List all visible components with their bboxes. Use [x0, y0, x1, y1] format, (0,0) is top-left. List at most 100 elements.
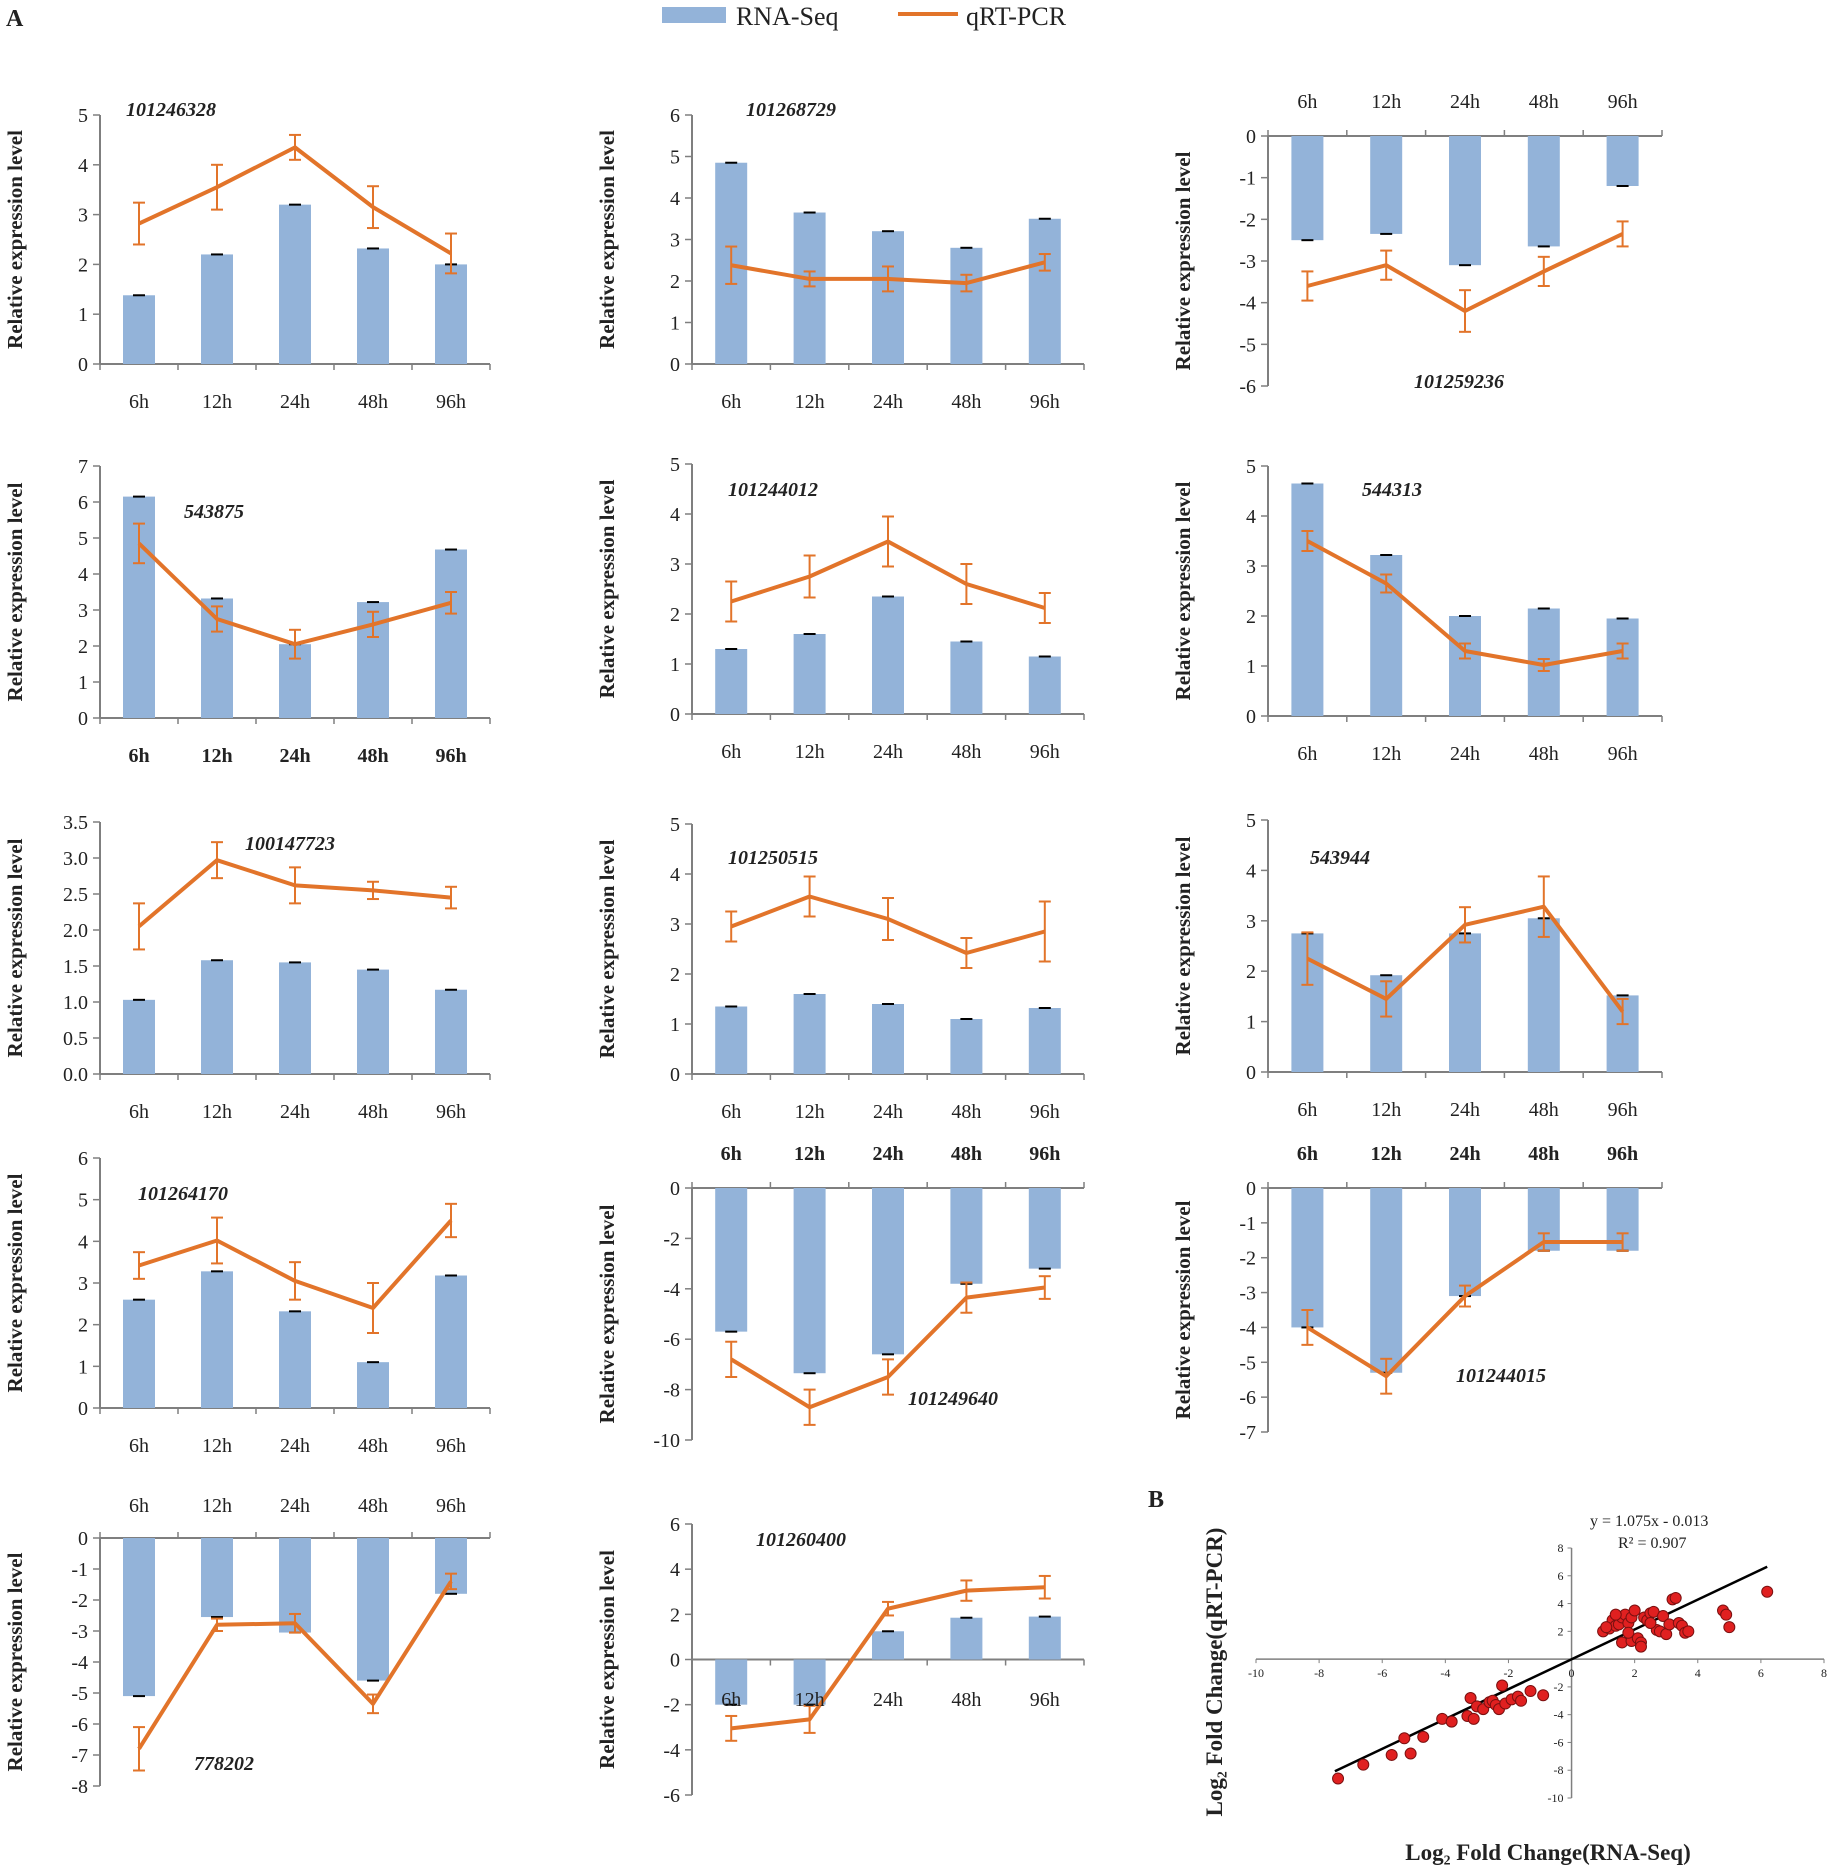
gene-title: 101250515 — [728, 847, 818, 869]
y-tick-label: -4 — [1554, 1708, 1564, 1722]
chart-101246328: 0 1 2 3 4 5 6h 12h 24h 48h 96h 101246328 Relative ex… — [3, 99, 491, 413]
category-label: 48h — [1528, 1143, 1559, 1165]
y-tick-label: 2 — [670, 271, 680, 293]
category-label: 96h — [435, 745, 466, 767]
category-label: 48h — [951, 391, 981, 413]
scatter-point — [1496, 1679, 1509, 1692]
y-tick-label: 3 — [78, 205, 88, 227]
rnaseq-bar — [1291, 483, 1324, 716]
rnaseq-bar — [435, 989, 467, 1074]
scatter-point — [1398, 1732, 1411, 1745]
category-label: 6h — [129, 1495, 149, 1517]
y-axis-label: Relative expression level — [1171, 481, 1195, 700]
y-tick-label: -1 — [71, 1559, 88, 1581]
scatter-point — [1464, 1692, 1477, 1704]
y-tick-label: -6 — [1239, 1387, 1256, 1409]
y-tick-label: 3.5 — [63, 812, 88, 834]
chart-101264170: 0 1 2 3 4 5 6 6h 12h 24h 48h 96h 101264170 Relative e… — [3, 1148, 491, 1457]
y-tick-label: 5 — [670, 814, 680, 836]
chart-101250515: 0 1 2 3 4 5 6h 12h 24h 48h 96h 101250515 Relative ex… — [595, 814, 1085, 1123]
y-tick-label: 2 — [1558, 1624, 1564, 1638]
y-tick-label: 2 — [670, 604, 680, 626]
category-label: 48h — [1529, 743, 1559, 765]
y-tick-label: 0 — [670, 1650, 680, 1672]
y-tick-label: 0 — [670, 354, 680, 376]
rnaseq-bar — [793, 634, 826, 714]
y-tick-label: 2 — [78, 1315, 88, 1337]
y-tick-label: 6 — [1558, 1569, 1564, 1583]
rnaseq-bar — [1449, 136, 1481, 266]
rnaseq-bar — [715, 649, 748, 714]
gene-title: 101246328 — [126, 99, 216, 121]
y-tick-label: 3 — [1246, 556, 1256, 578]
y-tick-label: 2 — [78, 636, 88, 658]
category-label: 24h — [1450, 1099, 1480, 1121]
category-label: 24h — [1450, 91, 1480, 113]
scatter-point — [1524, 1685, 1537, 1698]
scatter-point — [1417, 1730, 1430, 1743]
category-label: 6h — [721, 1689, 741, 1711]
category-label: 48h — [358, 391, 388, 413]
y-tick-label: -8 — [663, 1380, 680, 1402]
y-axis-label: Relative expression level — [1171, 151, 1195, 370]
scatter-point — [1723, 1621, 1736, 1634]
y-axis-label: Relative expression level — [595, 1204, 619, 1423]
y-tick-label: 7 — [78, 456, 88, 478]
category-label: 96h — [1608, 91, 1638, 113]
y-tick-label: 4 — [670, 504, 680, 526]
rnaseq-bar — [950, 641, 983, 714]
category-label: 96h — [436, 391, 466, 413]
category-label: 6h — [721, 1101, 741, 1123]
category-label: 96h — [1030, 1689, 1060, 1711]
y-tick-label: -5 — [1239, 1352, 1256, 1374]
rnaseq-bar — [435, 264, 467, 364]
y-tick-label: 2 — [1246, 961, 1256, 983]
y-tick-label: -4 — [1239, 293, 1256, 315]
legend-bar-label: RNA-Seq — [736, 2, 839, 31]
y-tick-label: 1 — [78, 304, 88, 326]
y-tick-label: 2.0 — [63, 920, 88, 942]
y-tick-label: -4 — [71, 1652, 88, 1674]
rnaseq-bar — [435, 1275, 467, 1408]
rnaseq-bar — [357, 248, 389, 364]
chart-101249640: -10 -8 -6 -4 -2 0 6h 12h 24h 48h 96h 101249640 Relat… — [595, 1143, 1085, 1452]
rnaseq-bar — [1606, 618, 1639, 716]
category-label: 12h — [202, 1495, 232, 1517]
y-tick-label: -5 — [71, 1683, 88, 1705]
category-label: 48h — [951, 741, 981, 763]
y-tick-label: -8 — [71, 1776, 88, 1798]
gene-title: 101244012 — [728, 479, 818, 501]
category-label: 24h — [280, 1101, 310, 1123]
y-tick-label: -2 — [663, 1695, 680, 1717]
panel-a-label: A — [6, 6, 24, 32]
category-label: 96h — [1607, 1143, 1638, 1165]
gene-title: 101260400 — [756, 1529, 846, 1551]
y-tick-label: 1 — [1246, 656, 1256, 678]
y-tick-label: -10 — [653, 1430, 680, 1452]
y-tick-label: 4 — [670, 864, 680, 886]
y-tick-label: -4 — [1239, 1317, 1256, 1339]
y-tick-label: 6 — [78, 1148, 88, 1170]
rnaseq-bar — [950, 1188, 983, 1284]
category-label: 96h — [436, 1435, 466, 1457]
category-label: 96h — [1030, 1101, 1060, 1123]
rnaseq-bar — [279, 962, 311, 1074]
category-label: 24h — [872, 1143, 903, 1165]
category-label: 24h — [873, 1101, 903, 1123]
category-label: 6h — [1297, 1099, 1317, 1121]
x-tick-label: -6 — [1377, 1666, 1387, 1680]
gene-title: 778202 — [194, 1753, 254, 1775]
y-tick-label: 3.0 — [63, 848, 88, 870]
y-tick-label: 3 — [670, 554, 680, 576]
rnaseq-bar — [1449, 616, 1481, 716]
rnaseq-bar — [1028, 1008, 1061, 1074]
rnaseq-bar — [715, 1188, 748, 1332]
y-tick-label: 4 — [670, 188, 680, 210]
category-label: 48h — [951, 1143, 982, 1165]
rnaseq-bar — [1028, 656, 1061, 714]
category-label: 6h — [721, 741, 741, 763]
rnaseq-bar — [123, 1299, 155, 1408]
panel-b-label: B — [1148, 1487, 1164, 1513]
gene-title: 101244015 — [1456, 1365, 1546, 1387]
category-label: 24h — [1450, 743, 1480, 765]
